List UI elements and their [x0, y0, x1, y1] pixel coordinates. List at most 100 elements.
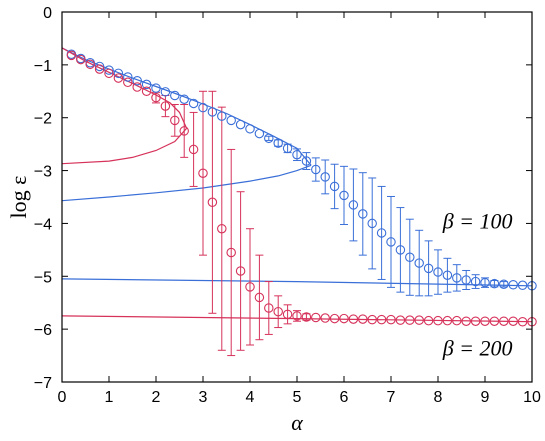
beta-200-data-point: [273, 306, 283, 317]
y-tick-label: 0: [43, 5, 52, 22]
beta-200-data-point: [94, 64, 105, 74]
x-tick-label: 6: [340, 389, 349, 406]
beta-200-data-point: [499, 316, 509, 326]
beta-100-data-point: [376, 228, 387, 238]
beta-100-data-point: [301, 156, 312, 166]
beta-200-data-point: [292, 311, 302, 321]
beta-200-data-point: [442, 315, 453, 326]
beta-100-data-point: [405, 252, 415, 263]
beta-200-data-point: [235, 266, 246, 276]
beta-200-data-point: [311, 312, 321, 323]
beta-100-data-point: [423, 263, 434, 274]
beta-200-curve-lower: [61, 127, 188, 165]
beta-200-data-point: [470, 316, 481, 326]
beta-200-data-point: [433, 315, 443, 326]
beta-100-data-point: [188, 98, 199, 109]
beta-100-data-point: [104, 65, 114, 75]
beta-200-data-point: [179, 126, 189, 136]
beta-100-data-point: [386, 237, 396, 247]
beta-100-data-point: [480, 277, 490, 288]
x-axis-ticks: 0 1 2 3 4 5 6 7 8 9 10: [58, 12, 541, 406]
y-tick-label: −6: [34, 322, 52, 339]
beta-100-data-point: [198, 102, 208, 113]
beta-100-data-point: [433, 267, 443, 277]
beta-100-data-point: [339, 190, 349, 201]
beta-200-data-point: [508, 316, 518, 326]
beta-100-data-point: [226, 115, 236, 126]
beta-200-data-point: [141, 86, 152, 97]
y-tick-label: −5: [34, 269, 52, 286]
beta-200-data-point: [170, 115, 180, 126]
beta-200-data-point: [329, 313, 340, 324]
beta-100-data-point: [264, 133, 274, 144]
beta-200-data-point: [188, 144, 199, 155]
data-markers: [66, 49, 537, 327]
beta-100-data-point: [414, 258, 424, 268]
error-bars: [152, 90, 508, 357]
y-axis-label: log ε: [6, 176, 31, 219]
y-tick-label: −3: [34, 164, 52, 181]
beta-200-data-point: [367, 314, 377, 325]
beta-100-data-point: [170, 90, 180, 101]
beta-100-data-point: [499, 279, 509, 289]
beta-100-data-point: [508, 279, 518, 290]
beta-100-data-point: [395, 245, 406, 255]
beta-200-data-point: [480, 316, 490, 326]
beta-100-data-point: [245, 124, 255, 134]
beta-100-curve-upper: [61, 47, 312, 166]
beta-100-data-point: [160, 87, 171, 97]
beta-200-data-point: [395, 315, 406, 325]
beta-100-data-point: [311, 164, 321, 175]
beta-200-data-point: [104, 68, 114, 79]
beta-100-data-point: [94, 61, 105, 72]
beta-200-data-point: [358, 314, 368, 324]
beta-100-data-point: [179, 94, 189, 104]
y-tick-label: −1: [34, 58, 52, 75]
beta-200-data-point: [405, 315, 415, 325]
x-tick-label: 8: [434, 389, 443, 406]
beta-100-data-point: [461, 275, 471, 285]
beta-100-data-point: [348, 200, 359, 210]
beta-200-data-point: [217, 223, 227, 234]
x-tick-label: 10: [523, 389, 541, 406]
beta-100-data-point: [320, 172, 330, 182]
y-tick-label: −4: [34, 216, 52, 233]
beta-100-data-point: [358, 209, 368, 219]
beta-200-data-point: [160, 101, 171, 111]
beta-200-curve-upper: [61, 47, 188, 129]
x-tick-label: 9: [481, 389, 490, 406]
beta-100-data-point: [235, 119, 246, 130]
x-tick-label: 7: [387, 389, 396, 406]
x-tick-label: 3: [199, 389, 208, 406]
beta-200-data-point: [198, 168, 208, 178]
beta-200-data-point: [245, 282, 255, 292]
beta-200-data-point: [414, 315, 424, 325]
beta-100-data-point: [329, 181, 340, 192]
x-tick-label: 0: [58, 389, 67, 406]
beta-200-data-point: [301, 312, 312, 322]
beta-100-data-point: [442, 270, 453, 280]
beta-200-data-point: [376, 314, 387, 325]
beta-100-data-point: [132, 75, 142, 86]
beta-100-data-point: [123, 72, 133, 82]
beta-100-data-point: [207, 107, 218, 117]
beta-200-data-point: [132, 82, 142, 92]
beta-100-data-point: [254, 128, 265, 139]
beta-100-curve-flat: [61, 278, 533, 287]
beta-200-data-point: [85, 59, 95, 70]
beta-100-data-point: [292, 149, 302, 160]
plot-frame: [61, 11, 533, 383]
beta-200-data-point: [348, 314, 359, 324]
beta-100-data-point: [367, 218, 377, 229]
beta-100-data-point: [113, 68, 124, 79]
beta-200-data-point: [113, 73, 124, 83]
beta-100-data-point: [141, 79, 152, 90]
beta-200-data-point: [66, 50, 77, 61]
x-axis-label: α: [291, 410, 303, 435]
beta-200-data-point: [320, 313, 330, 323]
beta-100-data-point: [282, 143, 293, 154]
beta-100-data-point: [452, 273, 462, 283]
beta-100-data-point: [470, 276, 481, 287]
beta-200-data-point: [386, 314, 396, 325]
